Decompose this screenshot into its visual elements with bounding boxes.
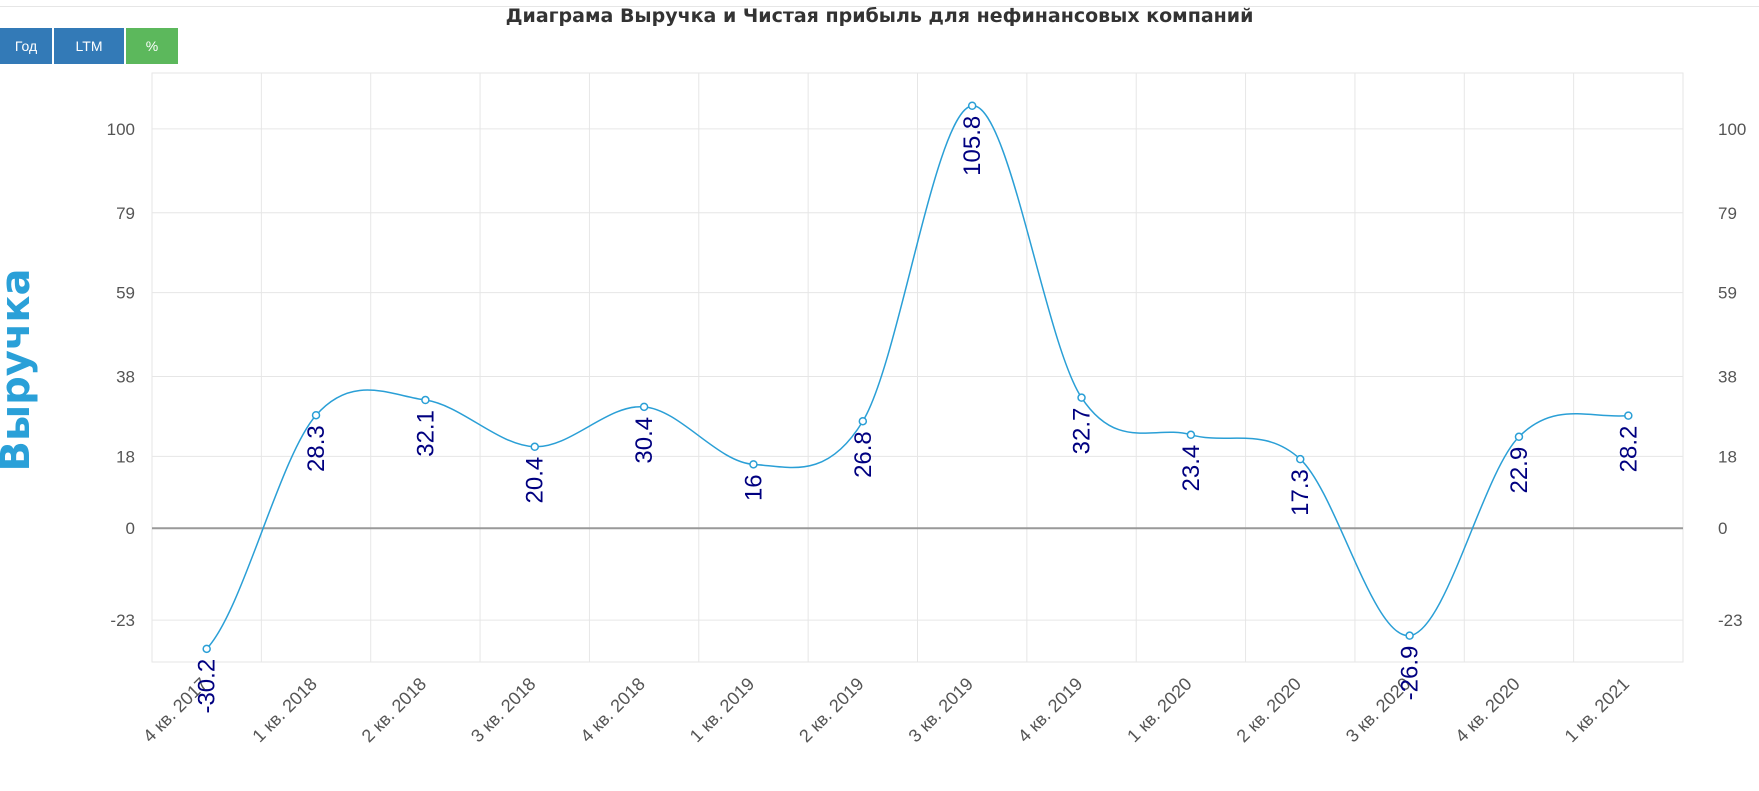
data-label: -30.2: [194, 659, 221, 714]
x-tick-label: 2 кв. 2018: [358, 674, 430, 746]
data-label: 16: [740, 474, 767, 501]
data-label: 105.8: [959, 116, 986, 176]
data-point[interactable]: [749, 460, 758, 469]
data-point[interactable]: [1186, 430, 1196, 440]
y-tick-label-left: -23: [110, 611, 135, 630]
data-point[interactable]: [530, 442, 539, 452]
data-point[interactable]: [1514, 432, 1524, 442]
data-label: 22.9: [1506, 447, 1533, 494]
x-tick-label: 3 кв. 2018: [467, 674, 539, 746]
x-tick-label: 4 кв. 2020: [1451, 674, 1523, 746]
chart-title: Диаграма Выручка и Чистая прибыль для не…: [505, 5, 1254, 27]
y-tick-label-left: 59: [116, 284, 135, 303]
data-point[interactable]: [858, 416, 868, 426]
y-tick-label-right: 100: [1718, 120, 1746, 139]
y-tick-label-left: 18: [116, 447, 135, 466]
data-point[interactable]: [1296, 454, 1305, 464]
y-tick-label-right: 79: [1718, 204, 1737, 223]
y-tick-label-left: 79: [116, 204, 135, 223]
y-tick-label-left: 0: [126, 519, 135, 538]
y-tick-label-right: 59: [1718, 284, 1737, 303]
x-tick-label: 1 кв. 2018: [248, 674, 320, 746]
top-nav-strip: [0, 0, 1759, 7]
y-tick-label-left: 100: [107, 120, 135, 139]
data-point[interactable]: [1624, 411, 1633, 420]
ltm-button[interactable]: LTM: [54, 28, 124, 64]
chart-toolbar: Год LTM %: [0, 28, 180, 64]
data-label: 28.3: [303, 425, 330, 472]
year-button[interactable]: Год: [0, 28, 52, 64]
y-tick-label-right: 38: [1718, 367, 1737, 386]
x-tick-label: 1 кв. 2019: [686, 674, 758, 746]
data-point[interactable]: [967, 101, 977, 110]
x-tick-label: 4 кв. 2019: [1014, 674, 1086, 746]
data-point[interactable]: [202, 644, 211, 654]
y-tick-label-right: 18: [1718, 447, 1737, 466]
data-label: 17.3: [1287, 469, 1314, 516]
data-label: 26.8: [850, 431, 877, 478]
y-tick-label-right: -23: [1718, 611, 1743, 630]
data-label: 20.4: [522, 457, 549, 504]
data-label: 32.1: [412, 410, 439, 457]
data-point[interactable]: [311, 410, 321, 420]
x-tick-label: 3 кв. 2019: [905, 674, 977, 746]
series-line: [206, 104, 1629, 650]
data-label: 28.2: [1615, 426, 1642, 473]
data-label: 30.4: [631, 417, 658, 464]
data-point[interactable]: [421, 395, 430, 405]
x-tick-label: 2 кв. 2019: [795, 674, 867, 746]
x-tick-label: 1 кв. 2021: [1561, 674, 1633, 746]
x-tick-label: 2 кв. 2020: [1233, 674, 1305, 746]
data-point[interactable]: [1077, 393, 1086, 402]
data-point[interactable]: [1405, 631, 1414, 640]
y-tick-label-left: 38: [116, 367, 135, 386]
data-point[interactable]: [639, 402, 649, 412]
percent-button[interactable]: %: [126, 28, 178, 64]
data-label: 32.7: [1069, 408, 1096, 455]
y-tick-label-right: 0: [1718, 519, 1727, 538]
x-tick-label: 4 кв. 2018: [576, 674, 648, 746]
data-label: 23.4: [1178, 445, 1205, 492]
data-label: -26.9: [1397, 646, 1424, 701]
x-tick-label: 1 кв. 2020: [1123, 674, 1195, 746]
